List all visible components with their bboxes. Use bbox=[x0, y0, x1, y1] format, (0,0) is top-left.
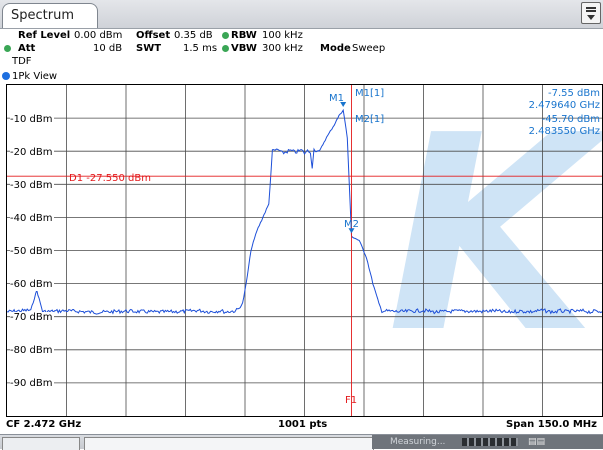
att-label: Att bbox=[18, 43, 36, 54]
menu-bar-icon bbox=[586, 7, 596, 9]
offset-label: Offset bbox=[136, 30, 171, 41]
y-tick-label: -20 dBm bbox=[10, 147, 55, 159]
sweep-progress-bar bbox=[462, 438, 518, 446]
hourglass-icon: ▤▤ bbox=[528, 437, 546, 447]
ref-level-label: Ref Level bbox=[18, 30, 71, 41]
trace-1-line bbox=[7, 108, 602, 315]
marker-m2-tag: M2 bbox=[344, 219, 359, 230]
menu-button[interactable] bbox=[581, 2, 601, 24]
spectrum-plot[interactable]: K -10 dBm -20 dBm -30 dBm -40 dBm -50 dB… bbox=[6, 84, 603, 417]
y-tick-label: -80 dBm bbox=[10, 345, 55, 357]
trace-view-text: 1Pk View bbox=[12, 71, 58, 82]
trace-group bbox=[7, 108, 602, 315]
y-tick-label: -60 dBm bbox=[10, 279, 55, 291]
att-status-dot-icon bbox=[4, 45, 11, 52]
marker-m2-triangle bbox=[348, 228, 355, 234]
watermark-logo: K bbox=[387, 84, 596, 392]
y-tick-label: -50 dBm bbox=[10, 246, 55, 258]
frequency-span[interactable]: Span 150.0 MHz bbox=[506, 419, 597, 430]
status-box-middle bbox=[84, 437, 374, 450]
marker-m2-level: -45.70 dBm bbox=[541, 114, 600, 125]
swt-label: SWT bbox=[136, 43, 162, 54]
y-tick-label: -70 dBm bbox=[10, 312, 55, 324]
plot-footer: CF 2.472 GHz 1001 pts Span 150.0 MHz bbox=[6, 417, 603, 433]
frequency-line-label: F1 bbox=[345, 395, 358, 406]
marker-m1-level: -7.55 dBm bbox=[547, 88, 600, 99]
chevron-down-icon bbox=[587, 15, 595, 20]
marker-m1-freq: 2.479640 GHz bbox=[528, 100, 600, 111]
tab-spectrum[interactable]: Spectrum bbox=[2, 3, 98, 28]
status-bar: Measuring... ▤▤ bbox=[0, 434, 603, 450]
marker-m1-triangle bbox=[340, 101, 347, 107]
display-line-label: D1 -27.550 dBm bbox=[69, 173, 151, 184]
att-value[interactable]: 10 dB bbox=[93, 43, 123, 54]
trace-indicator-icon bbox=[2, 72, 10, 80]
marker-m2-freq: 2.483550 GHz bbox=[528, 126, 600, 137]
y-tick-label: -10 dBm bbox=[10, 114, 55, 126]
mode-value[interactable]: Sweep bbox=[352, 43, 386, 54]
rbw-status-dot-icon bbox=[222, 32, 229, 39]
marker-m2-name: M2[1] bbox=[355, 114, 385, 125]
measuring-status: Measuring... bbox=[390, 437, 446, 447]
mode-label: Mode bbox=[320, 43, 351, 54]
spectrum-graph bbox=[7, 85, 602, 416]
marker-m1-name: M1[1] bbox=[355, 88, 385, 99]
vbw-status-dot-icon bbox=[222, 45, 229, 52]
trace-view-label[interactable]: 1Pk View bbox=[2, 70, 57, 84]
rbw-value[interactable]: 100 kHz bbox=[262, 30, 303, 41]
grid-lines bbox=[7, 85, 602, 416]
y-tick-label: -40 dBm bbox=[10, 213, 55, 225]
vbw-label: VBW bbox=[231, 43, 257, 54]
vbw-value[interactable]: 300 kHz bbox=[262, 43, 303, 54]
swt-value[interactable]: 1.5 ms bbox=[183, 43, 218, 54]
sweep-points: 1001 pts bbox=[278, 419, 328, 430]
offset-value[interactable]: 0.35 dB bbox=[174, 30, 213, 41]
tab-bar: Spectrum bbox=[0, 0, 603, 29]
marker-m1-tag: M1 bbox=[329, 93, 344, 104]
ref-level-value[interactable]: 0.00 dBm bbox=[74, 30, 123, 41]
settings-panel: Ref Level 0.00 dBm Offset 0.35 dB RBW 10… bbox=[0, 29, 603, 67]
menu-bar-icon bbox=[586, 10, 596, 12]
tdf-label: TDF bbox=[12, 56, 32, 67]
overlay-group bbox=[7, 85, 602, 416]
y-tick-label: -90 dBm bbox=[10, 378, 55, 390]
status-box-left bbox=[2, 437, 80, 450]
center-frequency[interactable]: CF 2.472 GHz bbox=[6, 419, 82, 430]
y-tick-label: -30 dBm bbox=[10, 180, 55, 192]
rbw-label: RBW bbox=[231, 30, 257, 41]
